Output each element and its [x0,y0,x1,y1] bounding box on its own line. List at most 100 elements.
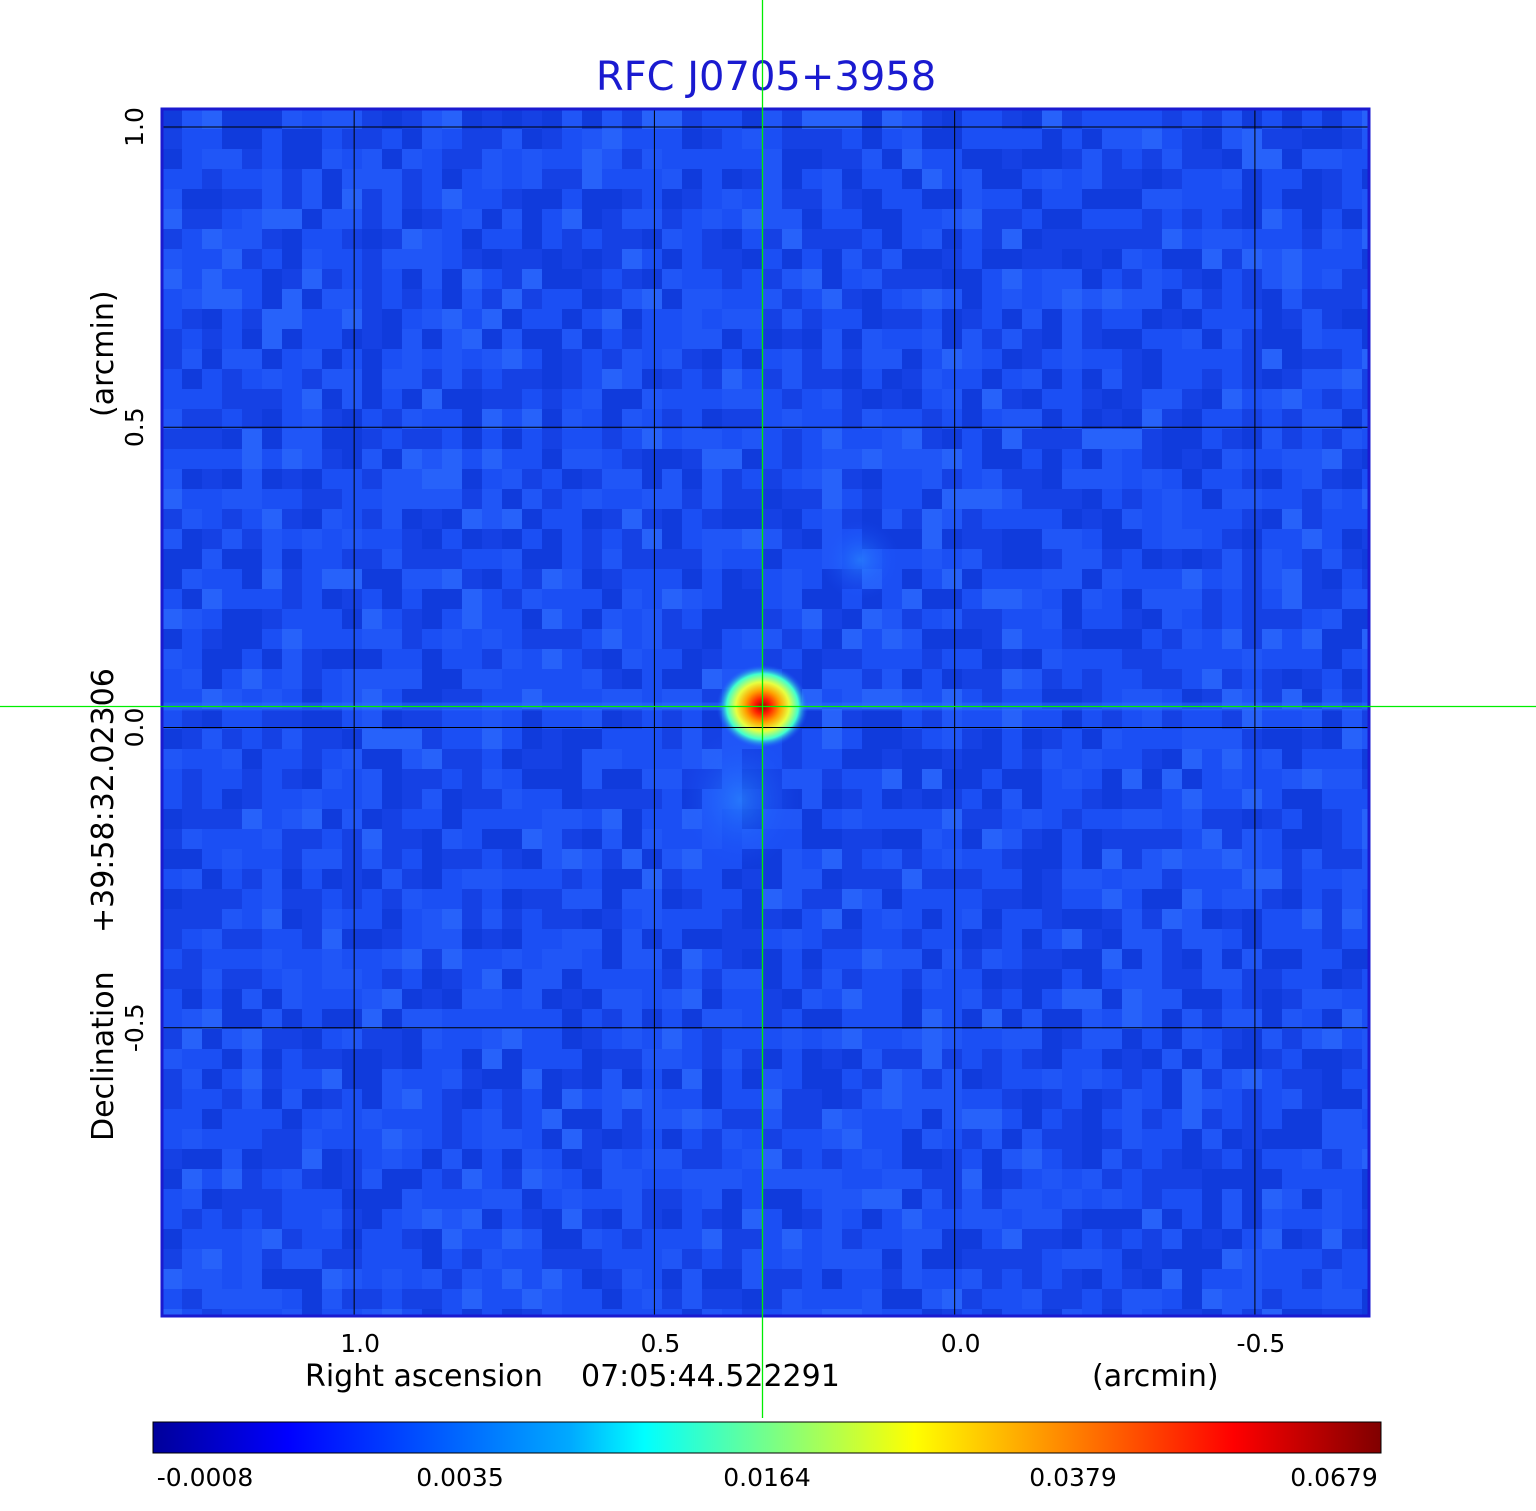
noise-pixel [242,229,262,249]
noise-pixel [302,109,322,129]
noise-pixel [642,809,662,829]
noise-pixel [1142,1149,1162,1169]
noise-pixel [1062,1129,1082,1149]
grid-lines [162,109,1369,1316]
noise-pixel [762,1189,782,1209]
noise-pixel [322,249,342,269]
noise-pixel [722,449,742,469]
noise-pixel [1142,649,1162,669]
noise-pixel [382,1109,402,1129]
noise-pixel [602,1269,622,1289]
noise-pixel [1162,1209,1182,1229]
noise-pixel [282,349,302,369]
noise-pixel [1302,709,1322,729]
noise-pixel [402,489,422,509]
noise-pixel [462,1109,482,1129]
noise-pixel [1122,829,1142,849]
noise-pixel [1262,209,1282,229]
noise-pixel [182,729,202,749]
noise-pixel [1262,949,1282,969]
noise-pixel [442,729,462,749]
noise-pixel [1322,969,1342,989]
noise-pixel [902,409,922,429]
noise-pixel [1002,749,1022,769]
noise-pixel [582,389,602,409]
y-tick-label: 0.0 [120,708,149,748]
noise-pixel [302,509,322,529]
noise-pixel [662,969,682,989]
noise-pixel [1202,509,1222,529]
noise-pixel [1202,749,1222,769]
noise-pixel [1102,189,1122,209]
noise-pixel [1362,609,1369,629]
noise-pixel [362,469,382,489]
noise-pixel [682,389,702,409]
noise-pixel [1142,609,1162,629]
noise-pixel [1282,749,1302,769]
noise-pixel [1162,349,1182,369]
noise-pixel [1262,909,1282,929]
noise-pixel [942,869,962,889]
noise-pixel [242,769,262,789]
noise-pixel [1262,889,1282,909]
noise-pixel [282,909,302,929]
noise-pixel [702,129,722,149]
noise-pixel [1122,1269,1142,1289]
noise-pixel [1082,1289,1102,1309]
noise-pixel [1142,1289,1162,1309]
colorbar-tick-label: 0.0164 [723,1463,810,1492]
noise-pixel [602,129,622,149]
noise-pixel [402,409,422,429]
noise-pixel [1322,469,1342,489]
noise-pixel [182,449,202,469]
noise-pixel [582,229,602,249]
noise-pixel [1022,329,1042,349]
noise-pixel [922,149,942,169]
noise-pixel [642,709,662,729]
noise-pixel [1062,669,1082,689]
noise-pixel [922,1069,942,1089]
noise-pixel [1342,649,1362,669]
noise-pixel [802,529,822,549]
noise-pixel [1182,529,1202,549]
noise-pixel [462,629,482,649]
noise-pixel [1262,1149,1282,1169]
noise-pixel [982,669,1002,689]
noise-pixel [1082,429,1102,449]
noise-pixel [802,889,822,909]
noise-pixel [422,909,442,929]
noise-pixel [882,249,902,269]
noise-pixel [382,209,402,229]
noise-pixel [542,589,562,609]
noise-pixel [1182,369,1202,389]
noise-pixel [862,949,882,969]
noise-pixel [1062,509,1082,529]
noise-pixel [922,1289,942,1309]
noise-pixel [882,229,902,249]
noise-pixel [982,689,1002,709]
noise-pixel [402,389,422,409]
noise-pixel [1082,289,1102,309]
noise-pixel [882,509,902,529]
noise-pixel [502,789,522,809]
noise-pixel [842,329,862,349]
noise-pixel [1162,829,1182,849]
noise-pixel [242,489,262,509]
noise-pixel [1262,509,1282,529]
noise-pixel [202,1309,222,1316]
noise-pixel [902,1089,922,1109]
noise-pixel [342,1009,362,1029]
noise-pixel [642,409,662,429]
noise-pixel [1182,969,1202,989]
noise-pixel [1042,489,1062,509]
noise-pixel [1162,709,1182,729]
noise-pixel [642,209,662,229]
noise-pixel [922,1009,942,1029]
noise-pixel [262,249,282,269]
noise-pixel [1022,1249,1042,1269]
noise-pixel [1262,189,1282,209]
noise-pixel [1322,549,1342,569]
noise-pixel [402,469,422,489]
noise-pixel [842,1029,862,1049]
noise-pixel [382,1249,402,1269]
